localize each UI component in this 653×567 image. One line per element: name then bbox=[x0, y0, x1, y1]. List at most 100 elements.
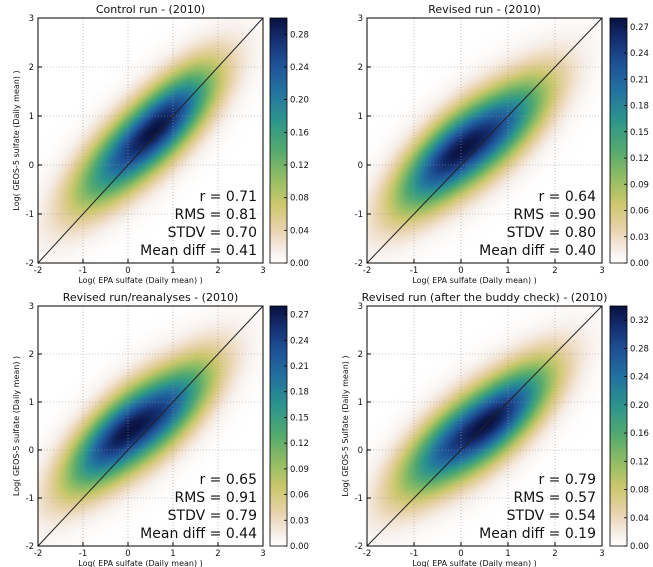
y-axis-label: Log( GEOS-5 sulfate (Daily mean) ) bbox=[12, 70, 21, 210]
colorbar-tick-label: 0.00 bbox=[630, 259, 649, 269]
panel-2: -2 -1 0 1 2 3 -2 -1 0 1 2 3 Revised run - (2010) Log(… bbox=[355, 3, 605, 285]
colorbar-frame bbox=[269, 305, 288, 547]
colorbar: 0.00 0.04 0.08 0.12 0.16 0.20 0.24 0.28 0.32 bbox=[609, 305, 649, 552]
stat-text: RMS = 0.57 bbox=[514, 490, 597, 506]
y-tick-label: -1 bbox=[355, 494, 363, 504]
y-tick-label: 1 bbox=[29, 112, 34, 122]
y-tick-label: 0 bbox=[29, 161, 34, 171]
y-tick-label: 0 bbox=[358, 161, 363, 171]
colorbar-tick-label: 0.28 bbox=[630, 344, 649, 354]
y-tick-label: 2 bbox=[358, 63, 363, 73]
y-tick-label: 1 bbox=[29, 398, 34, 408]
x-tick-label: -1 bbox=[79, 549, 87, 559]
x-tick-label: 1 bbox=[505, 549, 510, 559]
x-tick-label: 0 bbox=[125, 266, 130, 276]
colorbar-tick-label: 0.21 bbox=[290, 362, 309, 372]
colorbar-tick-label: 0.18 bbox=[630, 102, 649, 112]
x-tick-label: 1 bbox=[170, 549, 175, 559]
stat-text: r = 0.71 bbox=[199, 189, 257, 205]
y-tick-label: 0 bbox=[29, 446, 34, 456]
stat-text: r = 0.65 bbox=[199, 472, 257, 488]
stat-text: r = 0.64 bbox=[538, 189, 596, 205]
stat-text: Mean diff = 0.19 bbox=[479, 526, 596, 542]
y-tick-label: -1 bbox=[355, 210, 363, 220]
y-tick-label: 1 bbox=[358, 112, 363, 122]
y-tick-label: 3 bbox=[358, 14, 363, 24]
colorbar-tick-label: 0.20 bbox=[630, 401, 649, 411]
colorbar-tick-label: 0.27 bbox=[630, 23, 649, 33]
colorbar-tick-label: 0.06 bbox=[630, 207, 649, 217]
colorbar-tick-label: 0.24 bbox=[630, 373, 649, 383]
x-tick-label: -2 bbox=[34, 266, 42, 276]
x-tick-label: -2 bbox=[34, 549, 42, 559]
colorbar-tick-label: 0.28 bbox=[290, 30, 309, 40]
stat-text: STDV = 0.80 bbox=[507, 225, 596, 241]
y-tick-label: 1 bbox=[358, 398, 363, 408]
panel-3: -2 -1 0 1 2 3 -2 -1 0 1 2 3 Revised run/reanalyses -… bbox=[12, 291, 266, 567]
colorbar-tick-label: 0.00 bbox=[630, 542, 649, 552]
x-tick-label: 1 bbox=[170, 266, 175, 276]
colorbar-tick-label: 0.09 bbox=[290, 465, 309, 475]
stat-text: Mean diff = 0.44 bbox=[140, 526, 257, 542]
y-tick-label: 2 bbox=[358, 350, 363, 360]
axes-frame bbox=[37, 305, 264, 547]
colorbar-tick-label: 0.03 bbox=[630, 233, 649, 243]
y-axis-label: Log( GEOS-5 sulfate (Daily mean) ) bbox=[12, 356, 21, 496]
colorbar-tick-label: 0.12 bbox=[630, 457, 649, 467]
colorbar-tick-label: 0.15 bbox=[290, 413, 309, 423]
x-tick-label: 3 bbox=[260, 549, 265, 559]
colorbar-gradient bbox=[270, 306, 287, 546]
x-tick-label: 3 bbox=[260, 266, 265, 276]
colorbar-tick-label: 0.20 bbox=[290, 96, 309, 106]
y-tick-label: -2 bbox=[26, 542, 34, 552]
chart-title: Revised run/reanalyses - (2010) bbox=[63, 291, 238, 304]
stat-text: RMS = 0.90 bbox=[514, 207, 597, 223]
x-tick-label: -1 bbox=[410, 549, 418, 559]
y-tick-label: -1 bbox=[26, 494, 34, 504]
y-tick-label: -1 bbox=[26, 210, 34, 220]
x-tick-label: 2 bbox=[215, 549, 220, 559]
chart-title: Revised run (after the buddy check) - (2… bbox=[362, 291, 608, 304]
y-tick-label: 2 bbox=[29, 350, 34, 360]
one-to-one-line bbox=[366, 17, 603, 264]
stat-text: r = 0.79 bbox=[538, 472, 596, 488]
colorbar-tick-label: 0.12 bbox=[290, 439, 309, 449]
colorbar: 0.00 0.04 0.08 0.12 0.16 0.20 0.24 0.28 bbox=[269, 17, 309, 269]
colorbar-tick-label: 0.04 bbox=[630, 514, 649, 524]
colorbar-tick-label: 0.00 bbox=[290, 542, 309, 552]
colorbar-tick-label: 0.24 bbox=[290, 63, 309, 73]
y-tick-label: 3 bbox=[358, 302, 363, 312]
colorbar-tick-label: 0.16 bbox=[630, 429, 649, 439]
x-tick-label: 3 bbox=[599, 549, 604, 559]
colorbar-tick-label: 0.21 bbox=[630, 75, 649, 85]
colorbar-frame bbox=[269, 17, 288, 264]
stat-text: Mean diff = 0.41 bbox=[140, 243, 257, 259]
colorbar-tick-label: 0.18 bbox=[290, 388, 309, 398]
x-axis-label: Log( EPA sulfate (Daily mean) ) bbox=[412, 276, 537, 285]
one-to-one-line bbox=[366, 305, 603, 547]
x-tick-label: -2 bbox=[363, 549, 371, 559]
x-tick-label: 0 bbox=[125, 549, 130, 559]
x-tick-label: -1 bbox=[79, 266, 87, 276]
x-tick-label: 2 bbox=[552, 266, 557, 276]
colorbar-gradient bbox=[270, 18, 287, 263]
axes-frame bbox=[37, 17, 264, 264]
y-axis-label: Log( GEOS-5 Sulfate (Daily mean) ) bbox=[341, 355, 350, 496]
colorbar-tick-label: 0.24 bbox=[290, 336, 309, 346]
colorbar-tick-label: 0.16 bbox=[290, 128, 309, 138]
x-tick-label: -2 bbox=[363, 266, 371, 276]
one-to-one-line bbox=[37, 305, 264, 547]
x-tick-label: 1 bbox=[505, 266, 510, 276]
y-tick-label: 3 bbox=[29, 14, 34, 24]
y-tick-label: -2 bbox=[355, 542, 363, 552]
colorbar-tick-label: 0.08 bbox=[630, 486, 649, 496]
colorbar-tick-label: 0.15 bbox=[630, 128, 649, 138]
one-to-one-line bbox=[37, 17, 264, 264]
x-tick-label: 0 bbox=[458, 549, 463, 559]
x-tick-label: 3 bbox=[599, 266, 604, 276]
axes-frame bbox=[366, 305, 603, 547]
chart-title: Control run - (2010) bbox=[96, 3, 205, 16]
colorbar-frame bbox=[609, 305, 628, 547]
chart-title: Revised run - (2010) bbox=[428, 3, 540, 16]
